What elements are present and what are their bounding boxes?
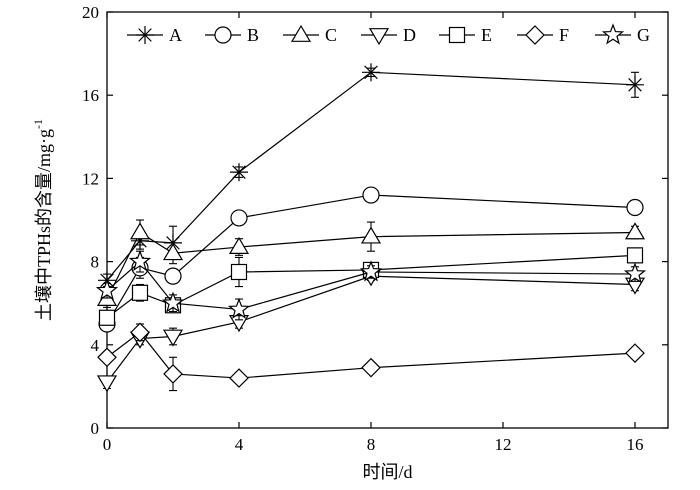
legend-label-f: F — [559, 25, 569, 45]
legend: A B C D E F G — [127, 23, 650, 46]
point-d — [162, 329, 184, 347]
x-tick-label: 8 — [367, 435, 376, 454]
point-e — [626, 247, 644, 264]
legend-marker-a — [136, 26, 154, 44]
point-b — [164, 267, 182, 285]
point-c — [228, 236, 250, 254]
legend-item-g: G — [595, 23, 650, 45]
point-a — [362, 63, 380, 82]
legend-item-e: E — [439, 25, 492, 45]
point-g — [128, 249, 152, 272]
y-tick-label: 0 — [91, 419, 100, 438]
x-tick-label: 4 — [235, 435, 244, 454]
y-axis-title-main: 土壤中TPHs的含量/mg·g — [34, 129, 54, 321]
series-f — [97, 322, 645, 392]
legend-marker-b — [214, 26, 232, 44]
legend-label-g: G — [637, 25, 650, 45]
point-f — [163, 364, 183, 384]
series-g — [95, 249, 647, 321]
y-tick-label: 12 — [82, 169, 99, 188]
point-e — [230, 263, 248, 281]
series-line-a — [106, 71, 636, 281]
point-c — [624, 222, 646, 240]
axes: 0 4 8 12 16 0 4 8 12 16 20 — [82, 3, 669, 454]
plot-frame — [106, 11, 669, 429]
y-tick-label: 8 — [91, 253, 100, 272]
x-tick-label: 16 — [627, 435, 644, 454]
point-g — [359, 260, 383, 282]
point-d — [96, 375, 118, 393]
legend-label-d: D — [403, 25, 416, 45]
point-f — [625, 343, 645, 363]
point-b — [626, 198, 644, 217]
y-axis-title-sup: -1 — [31, 119, 45, 129]
legend-item-b: B — [205, 25, 259, 45]
legend-label-e: E — [481, 25, 492, 45]
legend-item-d: D — [361, 25, 416, 46]
y-axis-title: 土壤中TPHs的含量/mg·g-1 — [31, 119, 54, 321]
legend-label-c: C — [325, 25, 337, 45]
point-g — [161, 291, 185, 313]
legend-marker-g — [601, 23, 625, 45]
x-axis-title: 时间/d — [362, 462, 412, 482]
point-e — [131, 284, 149, 301]
point-c — [360, 226, 382, 244]
point-f — [361, 357, 381, 378]
x-tick-label: 0 — [103, 435, 112, 454]
y-tick-label: 4 — [91, 336, 100, 355]
x-tick-label: 12 — [495, 435, 512, 454]
point-g — [227, 297, 251, 319]
point-e — [98, 309, 116, 326]
legend-label-b: B — [247, 25, 259, 45]
point-b — [230, 209, 248, 227]
point-c — [162, 243, 184, 261]
point-g — [623, 262, 647, 284]
legend-marker-c — [290, 24, 312, 42]
point-g — [95, 279, 119, 301]
point-a — [230, 163, 248, 182]
legend-item-a: A — [127, 25, 182, 45]
point-f — [229, 368, 249, 388]
y-tick-label: 16 — [82, 86, 99, 105]
legend-item-f: F — [517, 25, 569, 45]
point-b — [362, 186, 380, 204]
series-line-c — [106, 231, 636, 300]
point-f — [130, 322, 150, 343]
point-c — [129, 222, 151, 240]
point-f — [97, 347, 117, 368]
y-tick-label: 20 — [82, 3, 99, 22]
legend-item-c: C — [283, 24, 337, 45]
legend-marker-e — [448, 26, 466, 44]
series-c — [96, 219, 646, 308]
legend-marker-f — [525, 25, 545, 45]
legend-marker-d — [368, 28, 390, 46]
series-layer — [95, 63, 647, 393]
legend-label-a: A — [169, 25, 182, 45]
point-a — [626, 75, 644, 94]
series-line-d — [106, 275, 636, 383]
series-line-b — [106, 194, 636, 325]
